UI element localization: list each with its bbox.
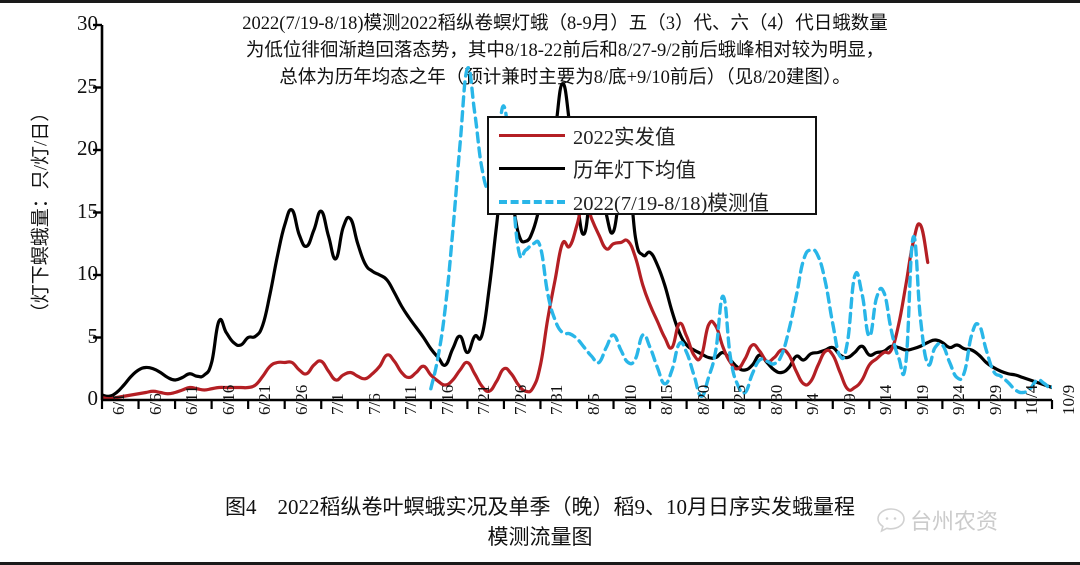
y-tick-label-30: 30 — [77, 11, 98, 35]
chart-legend: 2022实发值 历年灯下均值 2022(7/19-8/18)模测值 — [487, 116, 817, 215]
x-tick-label-9-29: 9/29 — [985, 384, 1005, 415]
chat-bubble-icon — [877, 508, 905, 533]
x-tick-label-7-16: 7/16 — [437, 384, 457, 415]
x-tick-label-7-21: 7/21 — [474, 384, 494, 415]
y-axis-tick-labels: 0 5 10 15 20 25 30 — [52, 3, 98, 423]
x-tick-label-8-20: 8/20 — [693, 384, 713, 415]
y-tick-label-5: 5 — [87, 323, 99, 348]
y-tick-label-0: 0 — [87, 386, 99, 410]
x-tick-label-6-26: 6/26 — [291, 384, 311, 415]
annotation-line-3: 总体为历年均态之年（预计兼时主要为8/底+9/10前后）（见8/20建图）。 — [279, 67, 851, 88]
legend-item-average[interactable]: 历年灯下均值 — [489, 151, 815, 184]
y-axis-title: （灯下螟蛾量：只/灯/日） — [30, 102, 52, 323]
legend-label-actual: 2022实发值 — [573, 126, 676, 149]
annotation-line-2: 为低位徘徊渐趋回落态势，其中8/18-22前后和8/27-9/2前后蛾峰相对较为… — [245, 40, 885, 61]
chart-annotation: 2022(7/19-8/18)模测2022稻纵卷螟灯蛾（8-9月）五（3）代、六… — [150, 11, 980, 91]
x-tick-label-9-19: 9/19 — [912, 384, 932, 415]
caption-line-2: 模测流量图 — [487, 525, 593, 550]
x-tick-label-8-5: 8/5 — [584, 393, 603, 415]
x-tick-label-7-26: 7/26 — [510, 384, 530, 415]
caption-line-1: 图4 2022稻纵卷叶螟蛾实况及单季（晚）稻9、10月日序实发蛾量程 — [225, 495, 855, 519]
legend-key-actual — [495, 126, 569, 144]
x-tick-label-9-24: 9/24 — [949, 384, 969, 415]
legend-item-forecast[interactable]: 2022(7/19-8/18)模测值 — [489, 184, 815, 217]
watermark: 台州农资 — [876, 504, 998, 536]
x-tick-label-10-9: 10/9 — [1059, 384, 1078, 415]
x-tick-label-9-14: 9/14 — [876, 384, 896, 415]
legend-label-forecast: 2022(7/19-8/18)模测值 — [573, 192, 769, 215]
x-tick-label-8-30: 8/30 — [766, 384, 786, 415]
x-tick-label-8-10: 8/10 — [620, 384, 640, 415]
legend-item-actual[interactable]: 2022实发值 — [489, 118, 815, 151]
x-tick-label-8-25: 8/25 — [730, 384, 750, 415]
x-tick-label-7-31: 7/31 — [547, 384, 567, 415]
x-tick-label-6-6: 6/6 — [145, 393, 165, 415]
top-rule — [0, 0, 1080, 3]
series-line-2 — [429, 66, 1052, 398]
series-line-1 — [102, 197, 930, 400]
x-tick-label-6-1: 6/1 — [109, 393, 128, 415]
x-axis-tick-labels: 6/1 6/6 6/11 6/16 6/21 6/26 7/1 7/6 7/11 7/16 7/21… — [0, 385, 1080, 485]
chart-figure: 2022(7/19-8/18)模测2022稻纵卷螟灯蛾（8-9月）五（3）代、六… — [0, 3, 1080, 483]
legend-label-average: 历年灯下均值 — [573, 159, 696, 182]
x-tick-label-8-15: 8/15 — [657, 384, 677, 415]
legend-key-average — [495, 159, 569, 177]
y-tick-label-25: 25 — [77, 73, 98, 98]
x-tick-label-6-16: 6/16 — [218, 384, 238, 415]
bottom-rule — [0, 562, 1080, 565]
x-tick-label-6-21: 6/21 — [255, 384, 275, 415]
watermark-text: 台州农资 — [910, 509, 999, 534]
y-tick-label-10: 10 — [77, 261, 98, 285]
y-tick-label-15: 15 — [77, 198, 98, 223]
x-tick-label-9-9: 9/9 — [839, 393, 859, 415]
x-tick-label-7-11: 7/11 — [401, 385, 421, 415]
figure-caption: 图4 2022稻纵卷叶螟蛾实况及单季（晚）稻9、10月日序实发蛾量程 模测流量图 — [0, 492, 1080, 553]
y-tick-label-20: 20 — [77, 136, 98, 160]
legend-key-forecast — [495, 192, 569, 210]
x-tick-label-10-4: 10/4 — [1022, 384, 1042, 415]
x-tick-label-7-1: 7/1 — [328, 393, 348, 415]
x-tick-label-6-11: 6/11 — [182, 385, 202, 415]
x-tick-label-7-6: 7/6 — [364, 393, 384, 415]
annotation-line-1: 2022(7/19-8/18)模测2022稻纵卷螟灯蛾（8-9月）五（3）代、六… — [242, 14, 888, 34]
x-tick-label-9-4: 9/4 — [803, 393, 823, 415]
